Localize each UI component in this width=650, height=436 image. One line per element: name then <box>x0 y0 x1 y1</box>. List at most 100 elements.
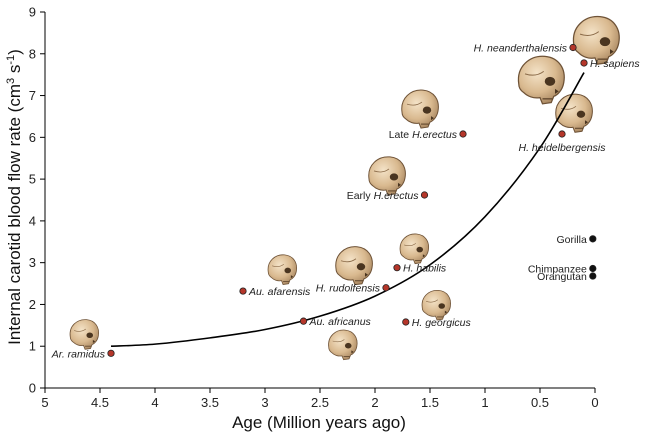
skull-shape <box>421 290 452 321</box>
skull-illustration <box>517 55 565 105</box>
point-label-species: H. georgicus <box>412 317 472 329</box>
point-label: H. habilis <box>403 263 447 275</box>
data-point <box>107 349 115 357</box>
point-label: Orangutan <box>537 271 587 283</box>
point-label: Au. afarensis <box>248 286 311 298</box>
skull-nose <box>444 310 448 314</box>
y-tick-label: 5 <box>29 172 36 187</box>
point-label-species: H.erectus <box>412 129 458 141</box>
point-label-prefix: Late <box>389 129 412 141</box>
x-tick-label: 4.5 <box>91 395 109 410</box>
point-label-species: H. neanderthalensis <box>474 43 568 55</box>
point-label: H. sapiens <box>590 58 640 70</box>
x-tick-label: 2.5 <box>311 395 329 410</box>
skull-eye-socket <box>356 263 366 271</box>
point-label: H. georgicus <box>412 317 472 329</box>
point-label-prefix: Gorilla <box>556 234 587 246</box>
data-point <box>459 130 467 138</box>
data-point <box>589 272 597 280</box>
y-tick-label: 6 <box>29 130 36 145</box>
skull-nose <box>422 254 426 258</box>
skull-suture <box>272 264 285 267</box>
y-tick-label: 9 <box>29 5 36 20</box>
y-axis-title-main: Internal carotid blood flow rate <box>5 117 24 345</box>
skull-eye-socket <box>599 37 611 47</box>
y-axis-title-unit-base: (cm <box>5 84 24 112</box>
point-label-species: H. heidelbergensis <box>519 142 607 154</box>
data-point <box>420 191 429 199</box>
skull-illustration <box>555 93 593 133</box>
point-label: H. neanderthalensis <box>474 43 568 55</box>
skull-suture <box>404 243 417 247</box>
y-axis-title-unit-end: ) <box>5 49 24 55</box>
skull-shape <box>401 89 439 129</box>
skull-eye-socket <box>576 110 586 118</box>
skull-shape <box>368 156 406 196</box>
point-label: Early H.erectus <box>347 190 420 202</box>
axes <box>44 12 595 389</box>
x-tick-label: 0 <box>591 395 598 410</box>
skull-illustration <box>421 290 452 321</box>
skull-nose <box>290 275 294 279</box>
ticks: 5 4.5 4 3.5 3 2.5 2 1.5 1 0.5 0 0 1 2 3 4 5 6 7 8 9 <box>29 5 599 411</box>
skull-eye-socket <box>422 106 432 114</box>
skull-illustration <box>328 329 358 361</box>
skull-suture <box>426 299 439 303</box>
skull-shape <box>267 254 298 285</box>
skull-illustration <box>572 16 620 65</box>
skull-illustration <box>69 319 100 350</box>
trend-curve <box>110 72 585 348</box>
skull-shape <box>328 329 358 361</box>
skull-shape <box>399 233 430 265</box>
skull-nose <box>610 49 614 55</box>
skull-illustrations <box>69 16 620 361</box>
y-tick-label: 0 <box>29 381 36 396</box>
point-label-prefix: Orangutan <box>537 271 587 283</box>
x-tick-label: 3 <box>261 395 268 410</box>
data-point <box>393 264 401 272</box>
data-point <box>589 264 597 273</box>
data-point <box>558 130 566 138</box>
point-label: Chimpanzee <box>528 264 587 276</box>
point-label: Au. africanus <box>309 316 372 328</box>
skull-nose <box>555 88 559 94</box>
point-label-species: Ar. ramidus <box>51 348 106 360</box>
skull-eye-socket <box>86 332 94 339</box>
skull-eye-socket <box>284 267 292 274</box>
y-tick-label: 8 <box>29 46 36 61</box>
x-tick-label: 2 <box>371 395 378 410</box>
y-tick-label: 7 <box>29 88 36 103</box>
y-tick-label: 1 <box>29 339 36 354</box>
y-axis-title-unit-sup2: -1 <box>5 55 17 65</box>
skull-eye-socket <box>344 342 352 349</box>
point-label: H. rudolfensis <box>316 283 381 295</box>
point-label-prefix: Early <box>347 190 374 202</box>
x-tick-label: 3.5 <box>201 395 219 410</box>
x-tick-label: 0.5 <box>531 395 549 410</box>
skull-nose <box>398 182 401 187</box>
skull-shape <box>555 93 593 133</box>
point-label-species: H. rudolfensis <box>316 283 381 295</box>
data-point <box>402 318 410 326</box>
point-label-species: H. sapiens <box>590 58 640 70</box>
skull-suture <box>340 258 357 263</box>
point-label: Ar. ramidus <box>51 348 106 360</box>
point-label: Late H.erectus <box>389 129 458 141</box>
skull-illustration <box>267 254 298 285</box>
skull-illustration <box>335 246 373 286</box>
y-tick-label: 3 <box>29 255 36 270</box>
x-tick-label: 1.5 <box>421 395 439 410</box>
skull-eye-socket <box>389 173 399 181</box>
skull-suture <box>332 339 345 343</box>
y-axis-title-unit-mid: s <box>5 65 24 78</box>
skull-suture <box>373 168 390 173</box>
skull-suture <box>74 328 87 332</box>
y-axis-title-unit-sup1: 3 <box>5 78 17 84</box>
point-label-species: H. habilis <box>403 263 447 275</box>
data-point <box>580 59 588 67</box>
point-label-species: Au. africanus <box>309 316 372 328</box>
point-label-species: Au. afarensis <box>248 286 311 298</box>
skull-illustration <box>401 89 439 129</box>
data-point <box>299 317 308 325</box>
